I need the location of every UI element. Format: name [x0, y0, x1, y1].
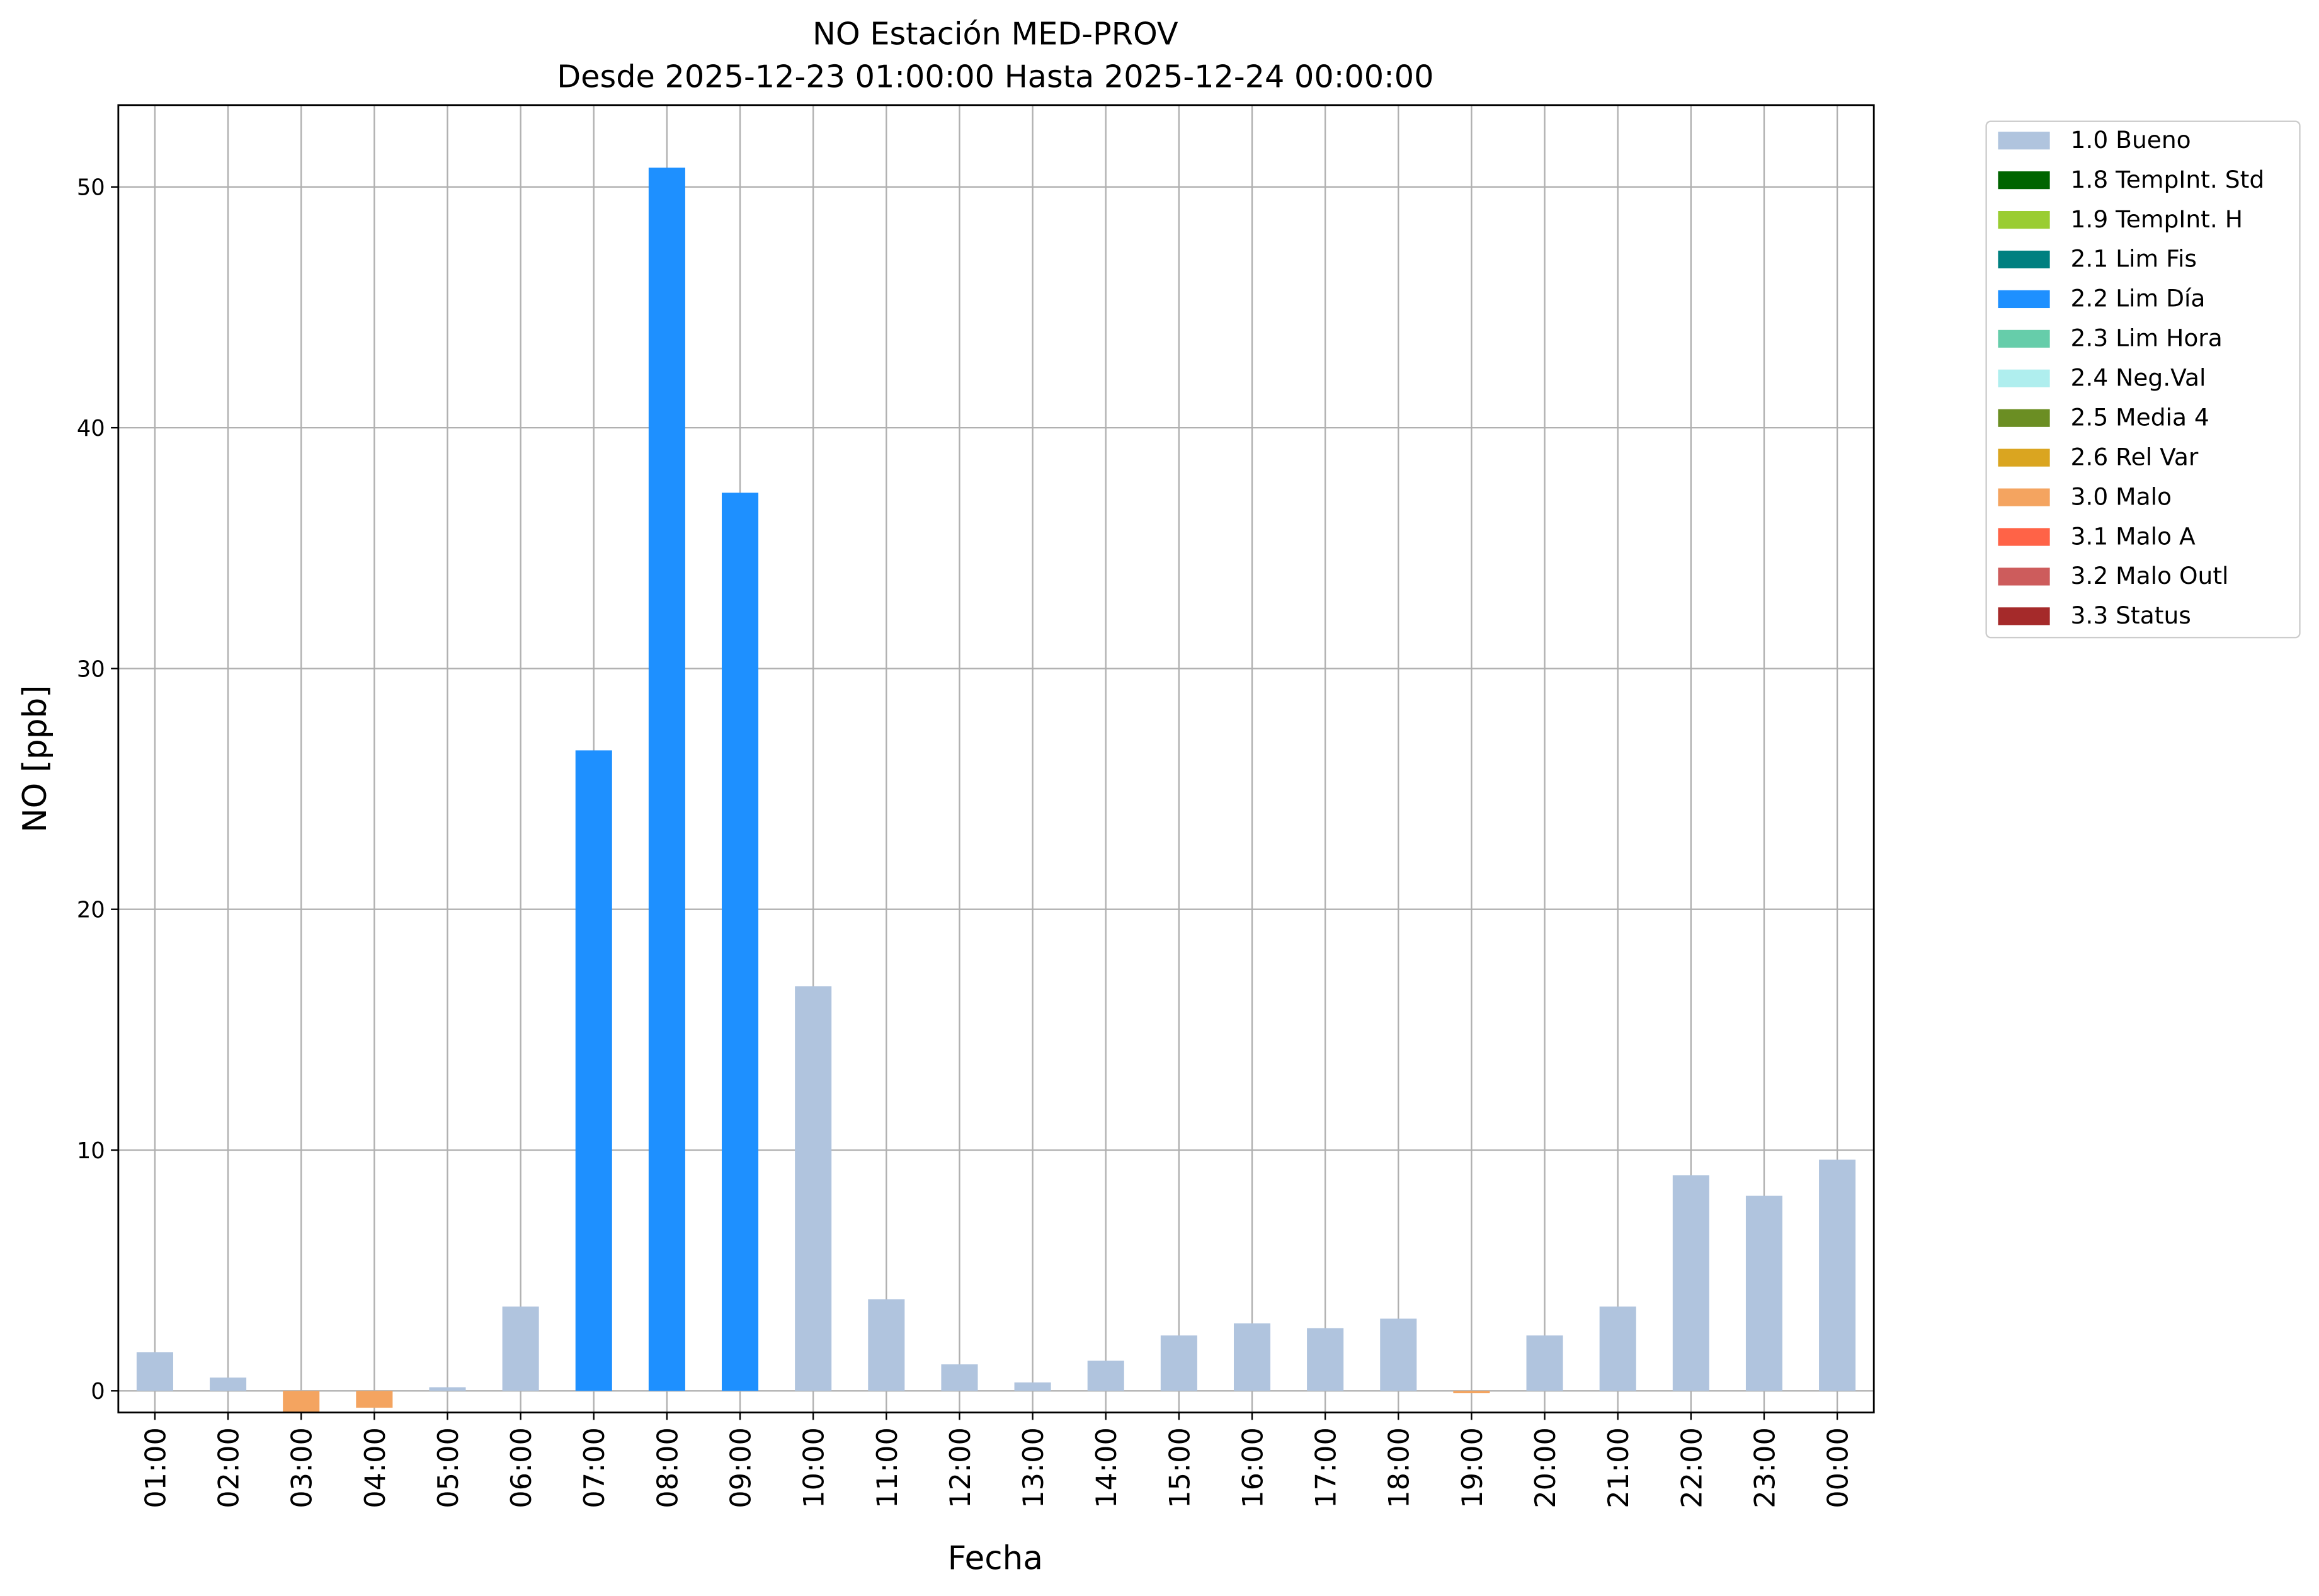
x-tick-label: 07:00	[578, 1427, 611, 1508]
bar	[356, 1391, 393, 1408]
legend-swatch	[1998, 567, 2050, 586]
bar	[1599, 1306, 1636, 1391]
bar	[722, 493, 759, 1391]
x-tick-label: 18:00	[1383, 1427, 1416, 1508]
bar	[575, 750, 612, 1391]
bar	[795, 986, 832, 1391]
bar	[1087, 1360, 1124, 1391]
legend-label: 3.0 Malo	[2071, 482, 2172, 510]
chart-subtitle: Desde 2025-12-23 01:00:00 Hasta 2025-12-…	[557, 59, 1433, 95]
bar	[1233, 1323, 1271, 1391]
legend-swatch	[1998, 528, 2050, 546]
x-tick-label: 17:00	[1310, 1427, 1343, 1508]
x-tick-label: 10:00	[798, 1427, 831, 1508]
bar	[1819, 1160, 1856, 1391]
x-tick-label: 13:00	[1017, 1427, 1050, 1508]
y-tick-label: 40	[77, 416, 105, 442]
x-tick-label: 02:00	[213, 1427, 246, 1508]
legend-swatch	[1998, 132, 2050, 150]
x-axis-label: Fecha	[948, 1540, 1043, 1578]
legend-swatch	[1998, 448, 2050, 467]
legend-label: 3.1 Malo A	[2071, 522, 2196, 550]
x-tick-label: 20:00	[1529, 1427, 1562, 1508]
legend-label: 1.0 Bueno	[2071, 126, 2191, 154]
bar	[1307, 1328, 1344, 1391]
y-tick-label: 30	[77, 656, 105, 682]
bar	[210, 1377, 247, 1391]
legend-label: 3.3 Status	[2071, 601, 2191, 629]
plot-frame	[117, 104, 1875, 1414]
x-tick-label: 09:00	[724, 1427, 757, 1508]
x-tick-label: 11:00	[871, 1427, 904, 1508]
x-tick-label: 06:00	[505, 1427, 538, 1508]
x-tick-label: 15:00	[1163, 1427, 1196, 1508]
x-tick-label: 04:00	[359, 1427, 392, 1508]
bar	[136, 1352, 173, 1391]
y-tick-label: 10	[77, 1138, 105, 1164]
x-tick-label: 01:00	[139, 1427, 172, 1508]
x-tick-label: 08:00	[651, 1427, 684, 1508]
bar	[1672, 1175, 1709, 1391]
bar	[1380, 1318, 1417, 1391]
y-tick-label: 20	[77, 898, 105, 923]
legend-swatch	[1998, 290, 2050, 309]
bar	[1526, 1335, 1563, 1391]
legend-swatch	[1998, 369, 2050, 387]
x-tick-label: 00:00	[1822, 1427, 1855, 1508]
bar	[502, 1306, 539, 1391]
chart-title: NO Estación MED-PROV	[812, 16, 1178, 52]
bar	[1453, 1391, 1490, 1394]
legend-swatch	[1998, 488, 2050, 506]
legend-swatch	[1998, 329, 2050, 348]
legend-label: 1.8 TempInt. Std	[2071, 166, 2265, 193]
x-tick-label: 05:00	[432, 1427, 465, 1508]
legend: 1.0 Bueno 1.8 TempInt. Std 1.9 TempInt. H 2…	[1985, 120, 2301, 639]
legend-label: 2.5 Media 4	[2071, 403, 2209, 431]
bar	[429, 1387, 466, 1391]
bar	[868, 1299, 905, 1391]
bar	[1160, 1335, 1197, 1391]
legend-label: 2.4 Neg.Val	[2071, 364, 2206, 392]
legend-label: 3.2 Malo Outl	[2071, 562, 2229, 590]
legend-swatch	[1998, 250, 2050, 269]
x-tick-label: 14:00	[1090, 1427, 1123, 1508]
y-axis-label: NO [ppb]	[16, 685, 54, 833]
y-tick-label: 50	[77, 175, 105, 201]
x-tick-label: 12:00	[944, 1427, 977, 1508]
legend-swatch	[1998, 409, 2050, 427]
bar	[648, 168, 685, 1391]
bar	[1014, 1382, 1051, 1391]
ticks: 0 10 20 30 40 50 01:00 02:00 03:00 04:00 05:00 06:0…	[77, 175, 1855, 1508]
y-tick-label: 0	[91, 1379, 105, 1405]
bar	[283, 1391, 320, 1413]
bar	[1745, 1195, 1783, 1391]
legend-label: 2.1 Lim Fis	[2071, 245, 2197, 273]
legend-label: 2.2 Lim Día	[2071, 285, 2206, 312]
legend-label: 1.9 TempInt. H	[2071, 205, 2243, 233]
x-tick-label: 16:00	[1236, 1427, 1269, 1508]
legend-label: 2.3 Lim Hora	[2071, 324, 2223, 352]
legend-swatch	[1998, 607, 2050, 625]
x-tick-label: 03:00	[286, 1427, 319, 1508]
x-tick-label: 22:00	[1675, 1427, 1708, 1508]
legend-swatch	[1998, 210, 2050, 229]
legend-label: 2.6 Rel Var	[2071, 443, 2199, 470]
bar	[941, 1364, 978, 1391]
x-tick-label: 21:00	[1602, 1427, 1635, 1508]
legend-box	[1985, 120, 2301, 639]
bars	[136, 168, 1856, 1413]
x-tick-label: 19:00	[1456, 1427, 1489, 1508]
legend-swatch	[1998, 171, 2050, 190]
x-tick-label: 23:00	[1748, 1427, 1781, 1508]
